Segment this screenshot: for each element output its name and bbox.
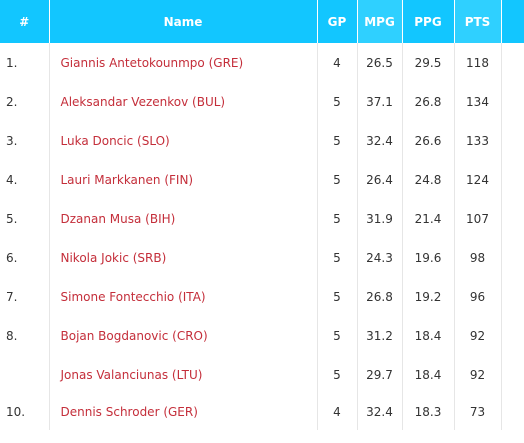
mpg-cell: 31.2 [357, 316, 403, 355]
ppg-cell: 29.5 [402, 43, 455, 82]
edge-cell [501, 43, 524, 82]
mpg-cell: 26.8 [357, 277, 403, 316]
gp-cell: 5 [317, 355, 358, 394]
edge-cell [501, 316, 524, 355]
gp-cell: 4 [317, 394, 358, 430]
ppg-cell: 26.6 [402, 121, 455, 160]
gp-cell: 5 [317, 238, 358, 277]
player-name-link[interactable]: Lauri Markkanen (FIN) [49, 160, 318, 199]
player-name-link[interactable]: Giannis Antetokounmpo (GRE) [49, 43, 318, 82]
rank-cell: 5. [0, 199, 50, 238]
rank-cell: 7. [0, 277, 50, 316]
gp-cell: 5 [317, 277, 358, 316]
column-header-pts[interactable]: PTS [454, 0, 502, 43]
mpg-cell: 37.1 [357, 82, 403, 121]
pts-cell: 134 [454, 82, 502, 121]
gp-cell: 5 [317, 82, 358, 121]
mpg-cell: 32.4 [357, 121, 403, 160]
ppg-cell: 18.3 [402, 394, 455, 430]
pts-cell: 96 [454, 277, 502, 316]
table-row: 3. Luka Doncic (SLO) 5 32.4 26.6 133 [0, 121, 524, 160]
table-row: 10. Dennis Schroder (GER) 4 32.4 18.3 73 [0, 394, 524, 430]
rank-cell [0, 355, 50, 394]
gp-cell: 5 [317, 199, 358, 238]
gp-cell: 4 [317, 43, 358, 82]
pts-cell: 73 [454, 394, 502, 430]
mpg-cell: 29.7 [357, 355, 403, 394]
gp-cell: 5 [317, 316, 358, 355]
table-row: Jonas Valanciunas (LTU) 5 29.7 18.4 92 [0, 355, 524, 394]
ppg-cell: 19.6 [402, 238, 455, 277]
rank-cell: 6. [0, 238, 50, 277]
mpg-cell: 32.4 [357, 394, 403, 430]
gp-cell: 5 [317, 160, 358, 199]
ppg-cell: 21.4 [402, 199, 455, 238]
mpg-cell: 26.5 [357, 43, 403, 82]
player-name-link[interactable]: Aleksandar Vezenkov (BUL) [49, 82, 318, 121]
pts-cell: 118 [454, 43, 502, 82]
edge-cell [501, 199, 524, 238]
ppg-cell: 18.4 [402, 355, 455, 394]
mpg-cell: 26.4 [357, 160, 403, 199]
column-header-mpg[interactable]: MPG [357, 0, 403, 43]
table-row: 2. Aleksandar Vezenkov (BUL) 5 37.1 26.8… [0, 82, 524, 121]
edge-cell [501, 355, 524, 394]
table-row: 1. Giannis Antetokounmpo (GRE) 4 26.5 29… [0, 43, 524, 82]
player-name-link[interactable]: Simone Fontecchio (ITA) [49, 277, 318, 316]
column-header-edge [501, 0, 524, 43]
ppg-cell: 18.4 [402, 316, 455, 355]
player-name-link[interactable]: Bojan Bogdanovic (CRO) [49, 316, 318, 355]
rank-cell: 3. [0, 121, 50, 160]
edge-cell [501, 238, 524, 277]
rank-cell: 8. [0, 316, 50, 355]
column-header-rank[interactable]: # [0, 0, 50, 43]
pts-cell: 92 [454, 316, 502, 355]
edge-cell [501, 82, 524, 121]
table-row: 6. Nikola Jokic (SRB) 5 24.3 19.6 98 [0, 238, 524, 277]
table-row: 4. Lauri Markkanen (FIN) 5 26.4 24.8 124 [0, 160, 524, 199]
edge-cell [501, 160, 524, 199]
player-name-link[interactable]: Luka Doncic (SLO) [49, 121, 318, 160]
column-header-name[interactable]: Name [49, 0, 318, 43]
pts-cell: 92 [454, 355, 502, 394]
table-row: 5. Dzanan Musa (BIH) 5 31.9 21.4 107 [0, 199, 524, 238]
pts-cell: 98 [454, 238, 502, 277]
ppg-cell: 26.8 [402, 82, 455, 121]
rank-cell: 4. [0, 160, 50, 199]
rank-cell: 1. [0, 43, 50, 82]
pts-cell: 133 [454, 121, 502, 160]
mpg-cell: 31.9 [357, 199, 403, 238]
gp-cell: 5 [317, 121, 358, 160]
table-header-row: # Name GP MPG PPG PTS [0, 0, 524, 43]
edge-cell [501, 277, 524, 316]
rank-cell: 10. [0, 394, 50, 430]
column-header-ppg[interactable]: PPG [402, 0, 455, 43]
column-header-gp[interactable]: GP [317, 0, 358, 43]
player-name-link[interactable]: Nikola Jokic (SRB) [49, 238, 318, 277]
mpg-cell: 24.3 [357, 238, 403, 277]
player-stats-table: # Name GP MPG PPG PTS 1. Giannis Antetok… [0, 0, 524, 430]
ppg-cell: 19.2 [402, 277, 455, 316]
edge-cell [501, 121, 524, 160]
player-name-link[interactable]: Dzanan Musa (BIH) [49, 199, 318, 238]
pts-cell: 124 [454, 160, 502, 199]
rank-cell: 2. [0, 82, 50, 121]
table-row: 7. Simone Fontecchio (ITA) 5 26.8 19.2 9… [0, 277, 524, 316]
pts-cell: 107 [454, 199, 502, 238]
player-name-link[interactable]: Jonas Valanciunas (LTU) [49, 355, 318, 394]
ppg-cell: 24.8 [402, 160, 455, 199]
edge-cell [501, 394, 524, 430]
player-name-link[interactable]: Dennis Schroder (GER) [49, 394, 318, 430]
table-row: 8. Bojan Bogdanovic (CRO) 5 31.2 18.4 92 [0, 316, 524, 355]
